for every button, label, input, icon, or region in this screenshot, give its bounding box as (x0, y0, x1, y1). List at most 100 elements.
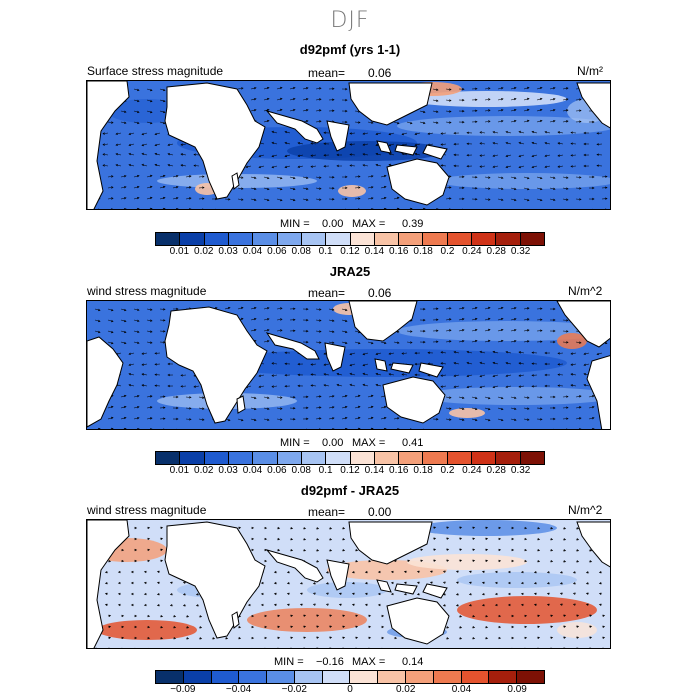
colorbar-swatch (472, 452, 497, 464)
panel-1-max-value: 0.39 (402, 218, 424, 230)
panel-1-map (86, 80, 611, 210)
panel-2-mean-label: mean= (308, 286, 346, 300)
colorbar-swatch (301, 233, 327, 245)
panel-2-map (86, 300, 611, 430)
panel-1-variable-label: Surface stress magnitude (87, 64, 224, 78)
panel-1-units: N/m² (577, 64, 603, 78)
colorbar-swatch (350, 671, 379, 683)
colorbar-swatch (301, 452, 327, 464)
panel-2-mean-value: 0.06 (368, 286, 392, 300)
colorbar-swatch (517, 671, 544, 683)
colorbar-swatch (228, 233, 254, 245)
colorbar-swatch (378, 671, 407, 683)
colorbar-tick-label: 0.02 (395, 684, 416, 695)
panel-1-mean-label: mean= (308, 66, 346, 80)
panel-2-variable-label: wind stress magnitude (87, 284, 207, 298)
figure-title: DJF (330, 8, 370, 33)
panel-3-max-label: MAX = (352, 656, 386, 668)
colorbar-tick-label: 0.28 (486, 246, 506, 257)
panel-1-title: d92pmf (yrs 1-1) (299, 42, 401, 57)
colorbar-tick-label: 0.24 (462, 246, 482, 257)
colorbar-tick-label: 0.04 (242, 246, 263, 257)
panel-1-min-value: 0.00 (322, 218, 344, 230)
colorbar-swatch (204, 233, 229, 245)
colorbar-tick-label: 0.2 (440, 246, 455, 257)
colorbar-swatch (496, 233, 521, 245)
panel-2-title: JRA25 (329, 264, 371, 279)
colorbar-swatch (253, 233, 278, 245)
colorbar-tick-label: 0.09 (507, 684, 527, 695)
colorbar-tick-label: 0.14 (364, 246, 385, 257)
colorbar-swatch (520, 452, 544, 464)
colorbar-tick-label: 0.12 (340, 246, 360, 257)
colorbar-swatch (350, 233, 375, 245)
colorbar-tick-label: 0.01 (169, 246, 190, 257)
panel-1-colorbar-ticks: 0.01 0.02 0.03 0.04 0.06 0.08 0.1 0.12 0.14 0.16 0… (0, 246, 700, 260)
panel-3-min-value: −0.16 (316, 656, 344, 668)
colorbar-swatch (406, 671, 434, 683)
panel-3-mean-value: 0.00 (368, 505, 392, 519)
colorbar-tick-label: 0.28 (486, 465, 506, 476)
colorbar-swatch (374, 452, 400, 464)
colorbar-tick-label: 0.32 (510, 465, 531, 476)
colorbar-swatch (204, 452, 229, 464)
colorbar-tick-label: 0.18 (413, 246, 433, 257)
panel-2-min-value: 0.00 (322, 437, 344, 449)
colorbar-swatch (156, 233, 181, 245)
colorbar-swatch (350, 452, 375, 464)
colorbar-tick-label: 0.18 (413, 465, 433, 476)
colorbar-tick-label: 0.2 (440, 465, 455, 476)
panel-2-max-label: MAX = (352, 437, 386, 449)
colorbar-swatch (322, 671, 351, 683)
colorbar-swatch (326, 233, 351, 245)
colorbar-swatch (399, 233, 424, 245)
colorbar-tick-label: 0.1 (318, 246, 333, 257)
colorbar-swatch (326, 452, 351, 464)
colorbar-swatch (520, 233, 544, 245)
colorbar-tick-label: 0.03 (218, 246, 238, 257)
colorbar-swatch (399, 452, 424, 464)
colorbar-swatch (423, 452, 448, 464)
colorbar-tick-label: 0.03 (218, 465, 238, 476)
colorbar-swatch (156, 452, 181, 464)
colorbar-swatch (374, 233, 400, 245)
colorbar-swatch (180, 233, 205, 245)
colorbar-tick-label: 0.16 (389, 465, 409, 476)
colorbar-tick-label: −0.09 (170, 684, 196, 695)
colorbar-tick-label: 0.04 (242, 465, 263, 476)
panel-3-colorbar (155, 670, 545, 684)
colorbar-swatch (277, 233, 302, 245)
colorbar-swatch (294, 671, 323, 683)
panel-1-mean-value: 0.06 (368, 66, 392, 80)
panel-2-colorbar (155, 451, 545, 465)
colorbar-tick-label: 0.04 (451, 684, 472, 695)
colorbar-tick-label: 0.14 (364, 465, 385, 476)
colorbar-tick-label: 0.02 (194, 465, 214, 476)
panel-1-min-label: MIN = (280, 218, 310, 230)
colorbar-tick-label: 0.02 (194, 246, 214, 257)
colorbar-swatch (496, 452, 521, 464)
colorbar-swatch (433, 671, 462, 683)
colorbar-tick-label: 0.01 (169, 465, 190, 476)
panel-2-colorbar-ticks: 0.01 0.02 0.03 0.04 0.06 0.08 0.1 0.12 0.14 0.16 0… (0, 465, 700, 479)
panel-3-title: d92pmf - JRA25 (300, 483, 400, 498)
colorbar-tick-label: −0.04 (225, 684, 252, 695)
colorbar-tick-label: −0.02 (281, 684, 307, 695)
colorbar-swatch (277, 452, 302, 464)
panel-1-max-label: MAX = (352, 218, 386, 230)
colorbar-swatch (228, 452, 254, 464)
colorbar-swatch (239, 671, 268, 683)
colorbar-tick-label: 0.08 (291, 246, 311, 257)
colorbar-swatch (180, 452, 205, 464)
panel-2-min-label: MIN = (280, 437, 310, 449)
colorbar-swatch (472, 233, 497, 245)
colorbar-swatch (461, 671, 490, 683)
colorbar-tick-label: 0.08 (291, 465, 311, 476)
panel-2-max-value: 0.41 (402, 437, 424, 449)
panel-3-units: N/m^2 (568, 503, 603, 517)
colorbar-tick-label: 0.1 (318, 465, 333, 476)
colorbar-tick-label: 0.06 (267, 465, 287, 476)
panel-3-min-label: MIN = (274, 656, 304, 668)
colorbar-swatch (156, 671, 184, 683)
panel-1-colorbar (155, 232, 545, 246)
